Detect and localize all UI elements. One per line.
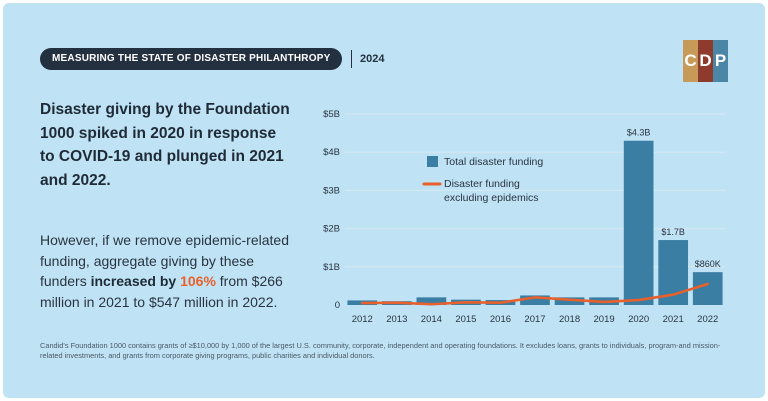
bar-data-label: $4.3B — [627, 128, 651, 138]
legend-label-line: Disaster funding excluding epidemics — [444, 178, 539, 204]
x-tick-label: 2018 — [559, 314, 580, 325]
x-tick-label: 2012 — [352, 314, 373, 325]
summary-text-end: from $266 million in 2021 to $547 millio… — [40, 273, 283, 310]
bar-2017 — [520, 295, 550, 305]
x-tick-label: 2017 — [524, 314, 545, 325]
bar-2022 — [692, 272, 723, 305]
x-tick-label: 2019 — [594, 314, 615, 325]
y-tick-label: $5B — [323, 109, 340, 120]
bar-2018 — [554, 297, 585, 305]
cdp-logo: C D P — [683, 40, 728, 82]
summary-paragraph: However, if we remove epidemic-related f… — [40, 230, 298, 312]
logo-letter-c: C — [683, 40, 698, 82]
logo-letter-p: P — [713, 40, 728, 82]
x-tick-label: 2015 — [455, 314, 476, 325]
bar-2020 — [623, 140, 654, 305]
legend-label-total: Total disaster funding — [444, 156, 543, 168]
bar-data-label: $1.7B — [661, 227, 685, 237]
y-tick-label: 0 — [335, 300, 340, 311]
x-tick-label: 2014 — [421, 314, 442, 325]
report-year: 2024 — [351, 50, 384, 68]
x-tick-label: 2021 — [663, 314, 684, 325]
summary-bold: increased by — [90, 273, 181, 289]
bar-data-label: $860K — [695, 259, 721, 269]
y-tick-label: $1B — [323, 262, 340, 273]
summary-highlight: 106% — [180, 273, 216, 289]
headline: Disaster giving by the Foundation 1000 s… — [40, 101, 290, 189]
logo-letter-d: D — [698, 40, 713, 82]
y-tick-label: $3B — [323, 185, 340, 196]
x-tick-label: 2022 — [697, 314, 718, 325]
y-tick-label: $2B — [323, 224, 340, 235]
x-tick-label: 2020 — [628, 314, 649, 325]
summary-text: However, if we remove epidemic-related f… — [40, 232, 289, 289]
legend-swatch-total — [427, 156, 438, 167]
x-tick-label: 2016 — [490, 314, 511, 325]
x-tick-label: 2013 — [386, 314, 407, 325]
footnote: Candid's Foundation 1000 contains grants… — [40, 341, 721, 360]
bar-2014 — [416, 297, 447, 305]
y-tick-label: $4B — [323, 147, 340, 158]
report-title-pill: MEASURING THE STATE OF DISASTER PHILANTH… — [40, 48, 343, 70]
line-series-excluding-epidemics — [360, 282, 710, 306]
